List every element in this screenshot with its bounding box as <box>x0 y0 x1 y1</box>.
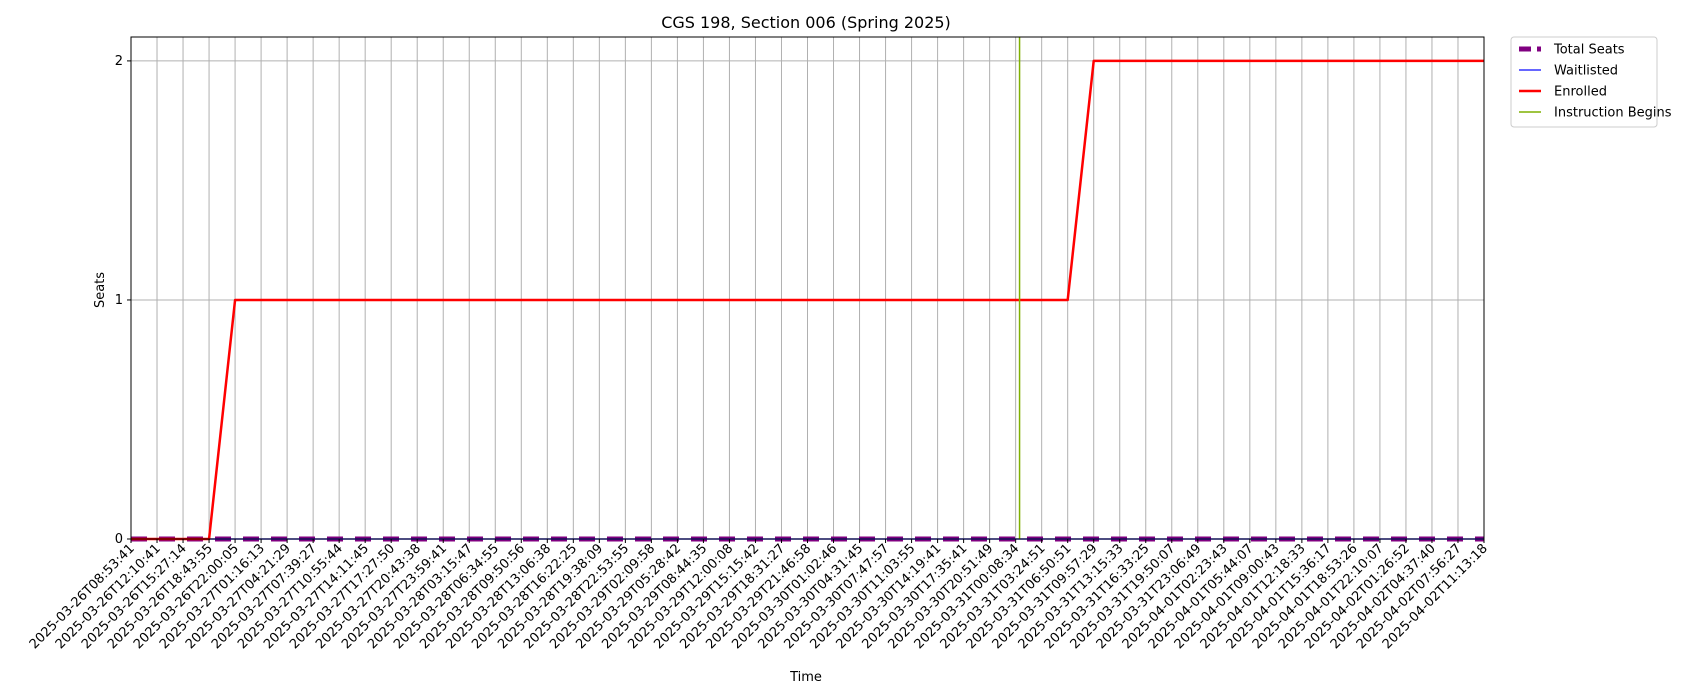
legend: Total Seats Waitlisted Enrolled Instruction… <box>1510 36 1672 128</box>
chart-title: CGS 198, Section 006 (Spring 2025) <box>661 13 951 32</box>
ticks-layer: 2025-03-26T08:53:412025-03-26T12:10:4120… <box>27 54 1491 652</box>
legend-label-waitlisted: Waitlisted <box>1554 64 1618 79</box>
grid-layer <box>130 37 1485 540</box>
y-axis-title: Seats <box>93 272 108 308</box>
enrolled-line <box>131 59 1484 541</box>
x-axis-title: Time <box>789 670 822 685</box>
legend-items: Total Seats Waitlisted Enrolled Instruction… <box>1519 43 1672 121</box>
legend-label-enrolled: Enrolled <box>1554 85 1607 100</box>
legend-label-total-seats: Total Seats <box>1553 43 1625 58</box>
y-tick-label: 1 <box>115 293 123 308</box>
y-tick-label: 2 <box>115 54 123 69</box>
legend-box <box>1510 36 1658 128</box>
legend-label-instruction-begins: Instruction Begins <box>1554 106 1672 121</box>
y-tick-label: 0 <box>115 532 123 547</box>
